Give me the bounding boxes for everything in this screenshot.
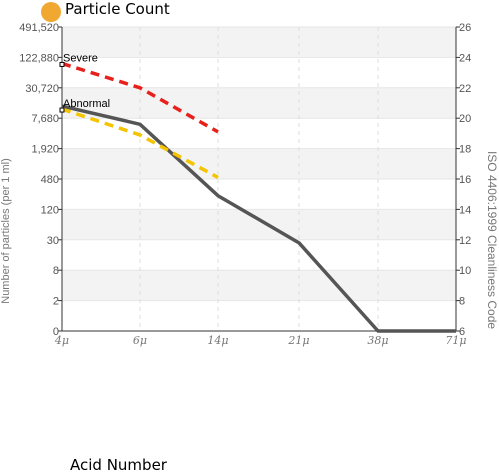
annotation-label: Severe xyxy=(63,52,98,64)
background-bands xyxy=(62,27,456,301)
y2-tick-label: 6 xyxy=(459,326,465,338)
legend-marker[interactable] xyxy=(41,2,61,22)
series-line-abnormal[interactable] xyxy=(61,107,219,180)
y2-tick-label: 8 xyxy=(459,296,465,308)
y2-axis-ticks: 6 8 10 12 14 16 18 20 22 24 26 xyxy=(456,22,471,338)
annotation-label: Abnormal xyxy=(63,98,110,110)
y2-tick-label: 14 xyxy=(459,204,471,216)
y-tick-label: 7,680 xyxy=(31,113,59,125)
annotation-marker xyxy=(59,61,65,67)
y2-axis-title: ISO 4406:1999 Cleanliness Code xyxy=(485,151,499,329)
grid-band xyxy=(62,27,456,58)
series-lines xyxy=(61,61,456,333)
y2-tick-label: 26 xyxy=(459,22,471,34)
y-tick-label: 480 xyxy=(41,174,59,186)
y-axis-ticks: 0 2 8 30 120 480 1,920 7,680 30,720 122,880 491,52… xyxy=(19,22,62,338)
y2-tick-label: 16 xyxy=(459,174,471,186)
x-tick-label: 6μ xyxy=(133,334,147,347)
y2-tick-label: 22 xyxy=(459,83,471,95)
y-tick-label: 491,520 xyxy=(19,22,59,34)
y-tick-label: 30 xyxy=(47,235,59,247)
y-tick-label: 30,720 xyxy=(25,83,59,95)
x-axis-ticks: 4μ 6μ 14μ 21μ 38μ 71μ xyxy=(54,334,467,347)
y2-tick-label: 24 xyxy=(459,52,471,64)
x-tick-label: 4μ xyxy=(54,334,69,347)
y-tick-label: 120 xyxy=(41,204,59,216)
grid-lines xyxy=(62,26,456,332)
x-tick-label: 71μ xyxy=(445,334,466,347)
x-tick-label: 14μ xyxy=(207,334,228,347)
grid-band xyxy=(62,87,456,119)
y-axis-title: Number of particles (per 1 ml) xyxy=(0,158,12,304)
y2-tick-label: 10 xyxy=(459,265,471,277)
y2-tick-label: 12 xyxy=(459,235,471,247)
y-tick-label: 8 xyxy=(53,265,59,277)
y-tick-label: 2 xyxy=(53,296,59,308)
y-tick-label: 1,920 xyxy=(31,144,59,156)
y-tick-label: 122,880 xyxy=(19,52,59,64)
threshold-annotations: Severe Abnormal xyxy=(59,52,110,113)
grid-band xyxy=(62,270,456,301)
y2-tick-label: 18 xyxy=(459,144,471,156)
legend-label[interactable]: Particle Count xyxy=(65,0,170,18)
x-tick-label: 21μ xyxy=(287,334,309,347)
series-line-severe[interactable] xyxy=(61,61,219,134)
grid-band xyxy=(62,209,456,240)
x-tick-label: 38μ xyxy=(367,334,388,347)
grid-band xyxy=(62,148,456,179)
annotation-marker xyxy=(59,107,65,113)
y2-tick-label: 20 xyxy=(459,113,471,125)
series-line-particle[interactable] xyxy=(61,104,456,333)
y-tick-label: 0 xyxy=(53,326,59,338)
x-axis-title: Acid Number xyxy=(70,456,168,473)
